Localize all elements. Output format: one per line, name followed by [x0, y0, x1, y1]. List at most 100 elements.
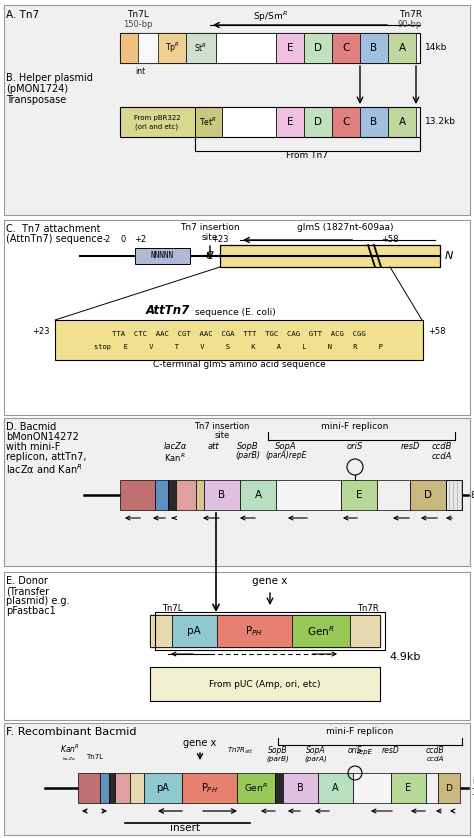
- Text: (parB): (parB): [236, 451, 261, 460]
- Text: From pBR322: From pBR322: [134, 115, 180, 121]
- Bar: [304, 107, 332, 137]
- Bar: [55, 320, 423, 360]
- Text: Kan$^R$: Kan$^R$: [60, 742, 80, 755]
- Text: 8.6kb: 8.6kb: [470, 490, 474, 499]
- Text: site: site: [202, 233, 218, 242]
- Text: mini-F replicon: mini-F replicon: [326, 727, 394, 736]
- Bar: [377, 480, 410, 510]
- Bar: [276, 480, 341, 510]
- Text: oriS: oriS: [347, 746, 363, 755]
- Bar: [176, 480, 196, 510]
- Text: Tn7R: Tn7R: [357, 604, 379, 613]
- Bar: [138, 33, 158, 63]
- Text: gene x: gene x: [252, 576, 288, 586]
- Bar: [120, 107, 420, 137]
- Bar: [4, 5, 470, 215]
- Text: insert: insert: [472, 777, 474, 785]
- Bar: [150, 615, 380, 647]
- Bar: [304, 33, 332, 63]
- Bar: [100, 773, 109, 803]
- Text: E: E: [287, 117, 293, 127]
- Text: (parB): (parB): [266, 756, 290, 762]
- Text: A: A: [332, 783, 338, 793]
- Text: AttTn7: AttTn7: [146, 304, 190, 317]
- Bar: [292, 615, 350, 647]
- Text: SopA: SopA: [306, 746, 326, 755]
- Text: B: B: [219, 490, 226, 500]
- Bar: [341, 480, 377, 510]
- Bar: [155, 612, 385, 650]
- Text: bMonON14272: bMonON14272: [6, 432, 79, 442]
- Bar: [217, 615, 292, 647]
- Text: E. Donor: E. Donor: [6, 576, 48, 586]
- Text: resD: resD: [400, 442, 420, 451]
- Bar: [438, 773, 460, 803]
- Text: A: A: [399, 117, 406, 127]
- Text: A: A: [399, 43, 406, 53]
- Text: plasmid) e.g.: plasmid) e.g.: [6, 596, 70, 606]
- Bar: [360, 107, 388, 137]
- Text: Tn7 insertion: Tn7 insertion: [180, 223, 240, 232]
- Bar: [155, 480, 168, 510]
- Text: Gen$^R$: Gen$^R$: [244, 782, 268, 794]
- Text: lacZα: lacZα: [164, 442, 187, 451]
- Bar: [204, 480, 240, 510]
- Text: B. Helper plasmid: B. Helper plasmid: [6, 73, 93, 83]
- Text: SopA: SopA: [275, 442, 297, 451]
- Bar: [120, 33, 420, 63]
- Text: lacZα and Kan$^R$: lacZα and Kan$^R$: [6, 462, 82, 476]
- Text: sequence (E. coli): sequence (E. coli): [195, 308, 276, 317]
- Text: Tn7L: Tn7L: [162, 604, 182, 613]
- Bar: [150, 667, 380, 701]
- Text: P$_{PH}$: P$_{PH}$: [201, 781, 218, 795]
- Bar: [186, 33, 216, 63]
- Text: Gen$^R$: Gen$^R$: [307, 624, 335, 638]
- Text: B: B: [371, 43, 378, 53]
- Text: Tn7R$_{att}$: Tn7R$_{att}$: [227, 746, 253, 756]
- Text: ccdA: ccdA: [426, 756, 444, 762]
- Text: 90-bp: 90-bp: [398, 20, 422, 29]
- Bar: [446, 480, 462, 510]
- Text: E: E: [287, 43, 293, 53]
- Text: TTA  CTC  AAC  CGT  AAC  CGA  TTT  TGC  CAG  GTT  ACG  CGG: TTA CTC AAC CGT AAC CGA TTT TGC CAG GTT …: [112, 331, 366, 337]
- Bar: [332, 107, 360, 137]
- Text: St$^R$: St$^R$: [194, 42, 208, 54]
- Text: pA: pA: [156, 783, 169, 793]
- Text: (pMON1724): (pMON1724): [6, 84, 68, 94]
- Text: repE: repE: [357, 749, 373, 755]
- Bar: [78, 773, 100, 803]
- Bar: [130, 773, 144, 803]
- Bar: [158, 33, 186, 63]
- Bar: [172, 615, 217, 647]
- Bar: [196, 480, 204, 510]
- Bar: [182, 773, 237, 803]
- Bar: [446, 480, 462, 510]
- Bar: [120, 480, 155, 510]
- Text: E: E: [405, 783, 411, 793]
- Text: Tn7L: Tn7L: [127, 10, 149, 19]
- Text: C-terminal glmS amino acid sequence: C-terminal glmS amino acid sequence: [153, 360, 325, 369]
- Text: N: N: [445, 251, 453, 261]
- Text: C: C: [342, 43, 350, 53]
- Text: SopB: SopB: [268, 746, 288, 755]
- Text: +23: +23: [211, 235, 229, 244]
- Text: gene x: gene x: [183, 738, 217, 748]
- Text: Kan$^R$: Kan$^R$: [164, 452, 186, 464]
- Text: 14kb: 14kb: [425, 44, 447, 53]
- Text: int: int: [135, 67, 145, 76]
- Text: SopB: SopB: [237, 442, 259, 451]
- Bar: [168, 480, 176, 510]
- Text: B: B: [371, 117, 378, 127]
- Bar: [222, 107, 276, 137]
- Bar: [4, 418, 470, 566]
- Bar: [237, 773, 275, 803]
- Text: B: B: [297, 783, 303, 793]
- Bar: [120, 107, 195, 137]
- Text: Tn7R: Tn7R: [399, 10, 422, 19]
- Text: ccdB: ccdB: [432, 442, 452, 451]
- Text: 13.2kb: 13.2kb: [425, 117, 456, 127]
- Bar: [240, 480, 276, 510]
- Text: C: C: [205, 251, 213, 261]
- Text: A. Tn7: A. Tn7: [6, 10, 39, 20]
- Text: pA: pA: [187, 626, 201, 636]
